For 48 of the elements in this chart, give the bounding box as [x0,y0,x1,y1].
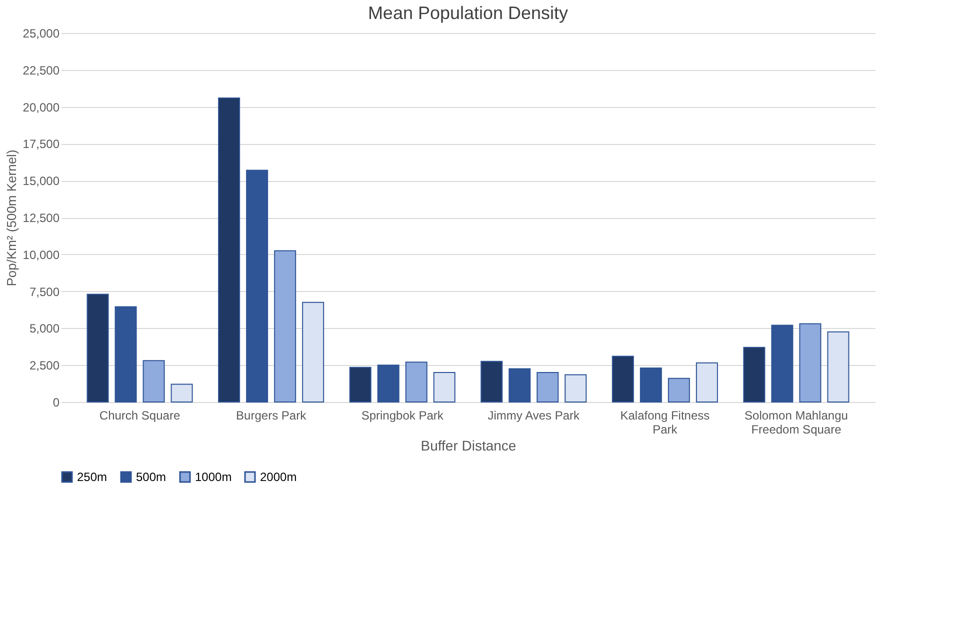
y-tick-label: 2,500 [29,358,60,373]
y-tick-label: 5,000 [29,322,60,336]
y-tick-label: 17,500 [22,137,60,152]
bar [743,346,766,402]
x-axis-title: Buffer Distance [420,438,516,454]
bar [142,360,165,402]
y-axis-title: Pop/Km² (500m Kernel) [4,150,19,286]
bar [508,368,531,402]
bar [405,362,428,402]
bar [433,372,456,402]
bar [349,366,372,402]
y-tick-label: 25,000 [22,26,60,40]
x-tick-label: Church Square [99,408,180,422]
y-tick-label: 12,500 [22,211,60,225]
bar [771,324,794,402]
y-tick-label: 15,000 [22,174,60,188]
bar [480,360,503,402]
bar [246,170,268,402]
bar [668,378,690,402]
bar [86,294,109,402]
chart-title: Mean Population Density [368,3,568,23]
bar [170,384,193,402]
x-tick-label: Springbok Park [361,408,444,422]
legend-label: 2000m [260,470,297,484]
x-tick-label: Solomon Mahlangu Freedom Square [744,408,848,436]
y-tick-label: 7,500 [29,284,60,299]
legend-label: 250m [77,470,108,484]
bar [302,302,324,402]
y-tick-label: 10,000 [22,248,60,262]
y-tick-label: 22,500 [22,63,60,78]
bar [218,97,240,402]
x-tick-label: Burgers Park [236,408,308,422]
bar [274,250,296,402]
bar [536,372,559,402]
bar [827,331,850,402]
legend-label: 500m [136,470,166,484]
bar [612,356,634,402]
legend-label: 1000m [195,470,232,484]
bar [696,362,718,402]
bar [640,368,662,402]
x-tick-label: Jimmy Aves Park [488,408,581,422]
bar [564,374,587,402]
y-tick-label: 20,000 [22,100,60,114]
bar [377,364,400,402]
y-tick-label: 0 [52,396,60,410]
bar [799,323,822,402]
bar [114,306,137,402]
x-tick-label: Kalafong Fitness Park [620,408,710,436]
